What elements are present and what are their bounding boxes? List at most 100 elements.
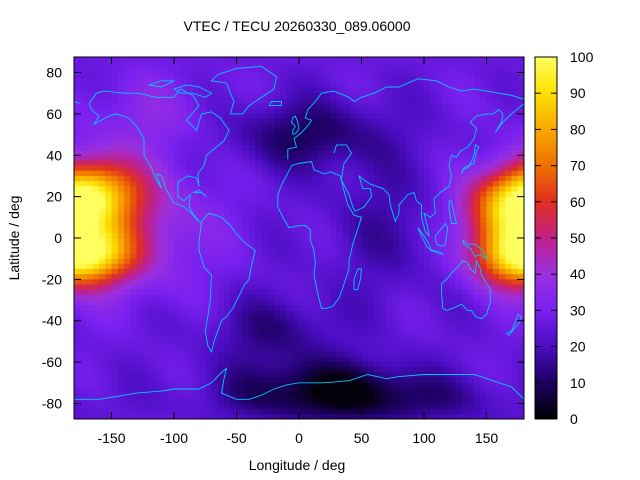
heatmap-cell <box>430 67 438 74</box>
heatmap-cell <box>455 351 463 358</box>
heatmap-cell <box>430 88 438 94</box>
heatmap-cell <box>374 186 381 193</box>
heatmap-cell <box>299 82 306 89</box>
heatmap-cell <box>430 346 438 353</box>
heatmap-cell <box>330 129 338 136</box>
heatmap-cell <box>130 196 138 203</box>
heatmap-cell <box>280 150 288 156</box>
heatmap-cell <box>192 160 200 167</box>
heatmap-cell <box>217 372 225 379</box>
heatmap-cell <box>480 67 488 74</box>
heatmap-cell <box>86 98 94 105</box>
heatmap-cell <box>186 72 194 79</box>
heatmap-cell <box>442 253 450 260</box>
heatmap-cell <box>161 227 169 234</box>
heatmap-cell <box>449 144 456 151</box>
heatmap-cell <box>517 113 524 120</box>
heatmap-cell <box>211 98 219 105</box>
heatmap-cell <box>99 103 106 110</box>
heatmap-cell <box>442 274 450 280</box>
heatmap-cell <box>255 155 263 162</box>
heatmap-cell <box>517 351 524 358</box>
heatmap-cell <box>180 191 188 198</box>
heatmap-cell <box>130 57 138 63</box>
heatmap-cell <box>136 144 144 151</box>
heatmap-cell <box>249 325 256 332</box>
heatmap-cell <box>517 129 524 136</box>
heatmap-cell <box>499 98 506 105</box>
heatmap-cell <box>142 201 150 208</box>
heatmap-cell <box>511 346 519 353</box>
heatmap-cell <box>167 119 175 125</box>
heatmap-cell <box>180 212 188 218</box>
heatmap-cell <box>330 382 338 389</box>
heatmap-cell <box>155 284 163 291</box>
heatmap-cell <box>330 186 338 193</box>
heatmap-cell <box>249 398 256 405</box>
heatmap-cell <box>111 356 119 363</box>
heatmap-cell <box>355 113 363 120</box>
heatmap-cell <box>267 320 275 327</box>
heatmap-cell <box>280 284 288 291</box>
heatmap-cell <box>411 206 419 213</box>
heatmap-cell <box>142 175 150 182</box>
heatmap-cell <box>224 289 231 296</box>
heatmap-cell <box>324 155 331 162</box>
heatmap-cell <box>274 331 281 337</box>
heatmap-cell <box>180 315 188 322</box>
heatmap-cell <box>342 222 350 229</box>
heatmap-cell <box>436 144 444 151</box>
heatmap-cell <box>142 253 150 260</box>
heatmap-cell <box>461 320 469 327</box>
heatmap-cell <box>436 134 444 141</box>
heatmap-cell <box>161 362 169 368</box>
heatmap-cell <box>105 351 113 358</box>
heatmap-cell <box>161 258 169 265</box>
heatmap-cell <box>80 77 88 84</box>
heatmap-cell <box>374 124 381 130</box>
heatmap-cell <box>255 274 263 280</box>
heatmap-cell <box>411 253 419 260</box>
heatmap-cell <box>386 305 394 311</box>
heatmap-cell <box>286 113 294 120</box>
heatmap-cell <box>211 175 219 182</box>
heatmap-cell <box>411 398 419 405</box>
heatmap-cell <box>317 300 325 306</box>
heatmap-cell <box>499 294 506 301</box>
heatmap-cell <box>386 217 394 224</box>
heatmap-cell <box>130 356 138 363</box>
heatmap-cell <box>386 129 394 136</box>
heatmap-cell <box>392 248 400 255</box>
heatmap-cell <box>480 263 488 270</box>
heatmap-cell <box>124 134 131 141</box>
heatmap-cell <box>361 341 369 348</box>
heatmap-cell <box>136 212 144 218</box>
heatmap-cell <box>417 217 425 224</box>
heatmap-cell <box>249 263 256 270</box>
heatmap-cell <box>292 305 300 311</box>
heatmap-cell <box>430 150 438 156</box>
heatmap-cell <box>436 238 444 244</box>
heatmap-cell <box>517 253 524 260</box>
heatmap-cell <box>411 393 419 399</box>
heatmap-cell <box>117 103 125 110</box>
heatmap-cell <box>224 155 231 162</box>
heatmap-cell <box>130 331 138 337</box>
heatmap-cell <box>249 284 256 291</box>
heatmap-cell <box>74 67 81 74</box>
heatmap-cell <box>474 403 481 410</box>
heatmap-cell <box>342 325 350 332</box>
heatmap-cell <box>199 57 206 63</box>
heatmap-cell <box>211 67 219 74</box>
heatmap-cell <box>92 155 100 162</box>
heatmap-cell <box>467 181 475 187</box>
heatmap-cell <box>480 186 488 193</box>
heatmap-cell <box>242 408 250 415</box>
heatmap-cell <box>174 346 181 353</box>
heatmap-cell <box>92 331 100 337</box>
heatmap-cell <box>342 393 350 399</box>
heatmap-cell <box>424 279 431 286</box>
heatmap-cell <box>317 382 325 389</box>
heatmap-cell <box>486 103 494 110</box>
heatmap-cell <box>411 201 419 208</box>
